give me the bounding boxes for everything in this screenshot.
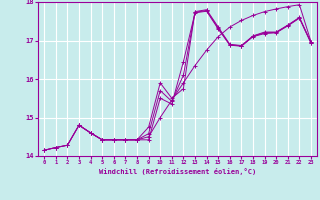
X-axis label: Windchill (Refroidissement éolien,°C): Windchill (Refroidissement éolien,°C) (99, 168, 256, 175)
